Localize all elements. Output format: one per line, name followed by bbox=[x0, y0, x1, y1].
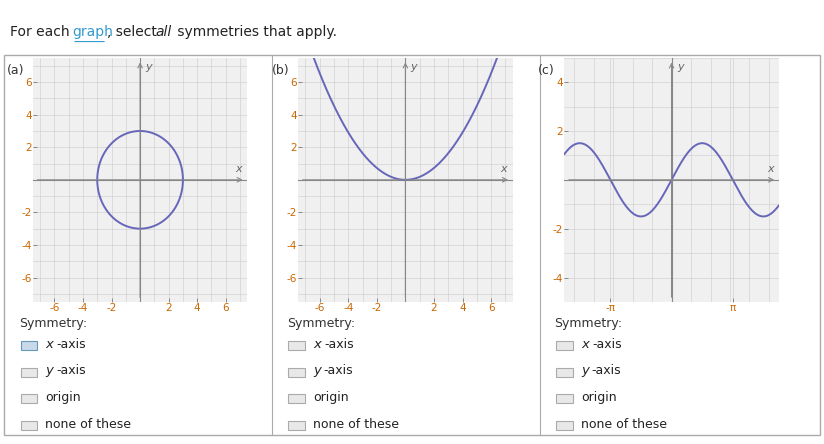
Text: -axis: -axis bbox=[56, 364, 86, 377]
Text: x: x bbox=[767, 164, 774, 174]
Text: all: all bbox=[155, 25, 171, 39]
Text: y: y bbox=[145, 63, 152, 72]
Text: origin: origin bbox=[45, 391, 81, 404]
Text: x: x bbox=[581, 337, 589, 351]
Text: graph: graph bbox=[72, 25, 113, 39]
Text: x: x bbox=[313, 337, 321, 351]
Text: -axis: -axis bbox=[592, 364, 621, 377]
Text: symmetries that apply.: symmetries that apply. bbox=[173, 25, 337, 39]
Text: -axis: -axis bbox=[57, 337, 87, 351]
Text: none of these: none of these bbox=[313, 417, 399, 431]
Text: -axis: -axis bbox=[325, 337, 354, 351]
Text: y: y bbox=[677, 63, 683, 72]
Text: -axis: -axis bbox=[324, 364, 353, 377]
Text: (b): (b) bbox=[272, 64, 289, 77]
Text: Symmetry:: Symmetry: bbox=[19, 317, 87, 330]
Text: origin: origin bbox=[313, 391, 349, 404]
Text: For each: For each bbox=[10, 25, 74, 39]
Text: y: y bbox=[410, 63, 417, 72]
Text: none of these: none of these bbox=[45, 417, 131, 431]
Text: origin: origin bbox=[581, 391, 616, 404]
Text: y: y bbox=[313, 364, 321, 377]
Text: y: y bbox=[45, 364, 54, 377]
Text: none of these: none of these bbox=[581, 417, 667, 431]
Text: (a): (a) bbox=[7, 64, 24, 77]
Text: -axis: -axis bbox=[592, 337, 622, 351]
Text: x: x bbox=[236, 164, 242, 174]
Text: , select: , select bbox=[107, 25, 162, 39]
Text: (c): (c) bbox=[538, 64, 555, 77]
Text: Symmetry:: Symmetry: bbox=[555, 317, 623, 330]
Text: x: x bbox=[501, 164, 508, 174]
Text: Symmetry:: Symmetry: bbox=[287, 317, 355, 330]
Text: y: y bbox=[581, 364, 589, 377]
Text: x: x bbox=[45, 337, 54, 351]
